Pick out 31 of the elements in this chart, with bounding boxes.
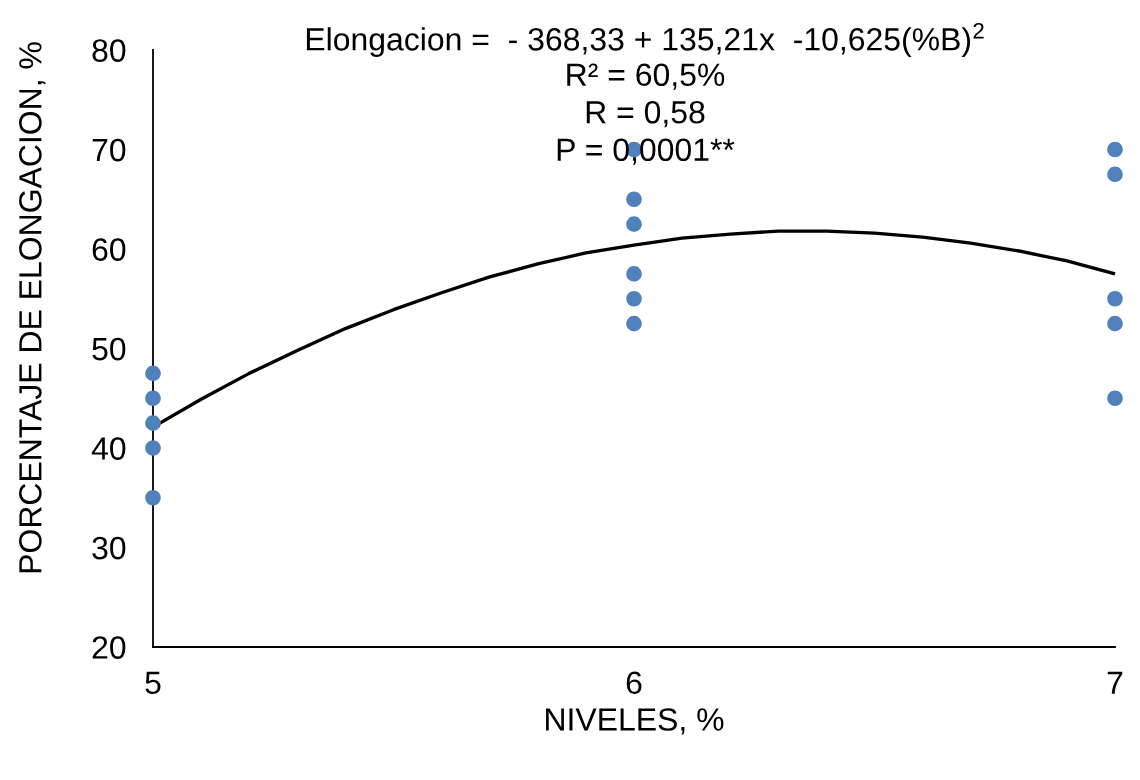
- annotation: Elongacion = - 368,33 + 135,21x -10,625(%B)$^{2}$: [306, 22, 984, 57]
- point: [1107, 290, 1123, 307]
- point: [626, 315, 642, 332]
- point: [1107, 390, 1123, 407]
- point: [626, 216, 642, 232]
- y-tick-label: 80: [92, 39, 126, 62]
- y-tick-label: 40: [91, 437, 126, 460]
- annotation: R = 0,58: [586, 100, 705, 128]
- y-tick-label: 30: [92, 536, 126, 560]
- annotation: P = 0,0001**: [557, 138, 735, 165]
- point: [145, 440, 161, 456]
- y-tick-label: 60: [92, 238, 126, 261]
- point: [626, 191, 642, 208]
- x-tick-label: 7: [1107, 671, 1123, 694]
- point: [145, 415, 161, 431]
- point: [626, 290, 642, 307]
- y-tick-label: 70: [92, 138, 126, 162]
- point: [1107, 315, 1123, 332]
- point: [145, 489, 161, 506]
- y-tick-label: 50: [92, 337, 126, 361]
- x-tick-label: 5: [145, 671, 161, 695]
- point: [145, 390, 161, 407]
- point: [1107, 166, 1123, 183]
- y-axis-title: PORCENTAJE DE ELONGACION, %: [19, 42, 46, 573]
- x-tick-label: 6: [626, 671, 642, 695]
- point: [145, 365, 161, 382]
- point: [626, 266, 642, 282]
- x-axis-title: NIVELES, %: [546, 708, 724, 735]
- point: [1107, 141, 1123, 158]
- y-tick-label: 20: [92, 636, 126, 659]
- annotation: R² = 60,5%: [567, 63, 725, 90]
